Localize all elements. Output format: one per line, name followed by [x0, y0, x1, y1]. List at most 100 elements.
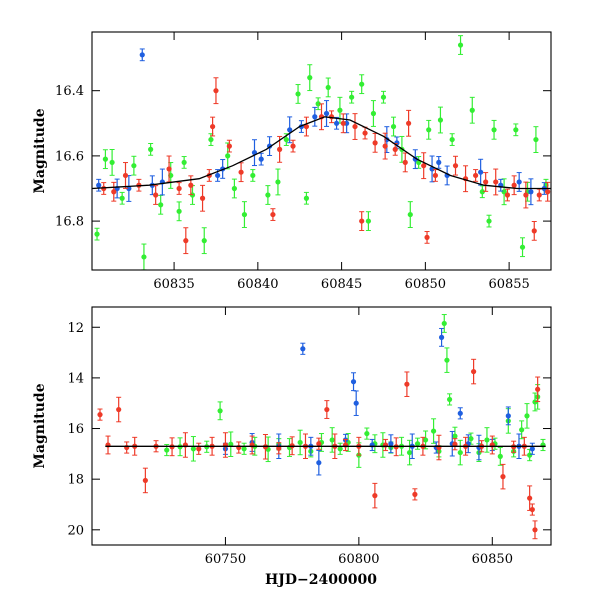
bottom-green-point	[524, 403, 530, 429]
top-green-point	[325, 77, 331, 98]
top-green-point	[141, 243, 147, 270]
top-green-point	[131, 155, 137, 176]
top-y-tick-label: 16.4	[55, 84, 84, 99]
bottom-red-point	[500, 463, 506, 490]
top-green-point	[380, 90, 387, 104]
bottom-red-point	[489, 435, 495, 455]
top-red-point	[372, 132, 378, 153]
top-panel-frame	[91, 31, 552, 271]
bottom-y-tick-label: 18	[67, 473, 84, 488]
bottom-y-tick-label: 16	[67, 422, 84, 437]
bottom-green-point	[217, 401, 223, 421]
bottom-red-point	[97, 408, 103, 421]
bottom-y-tick-label: 14	[67, 371, 84, 386]
top-red-point	[303, 116, 310, 137]
bottom-green-point	[468, 432, 474, 445]
top-green-point	[109, 149, 115, 176]
top-red-point	[122, 162, 129, 189]
bottom-blue-point	[388, 434, 394, 454]
bottom-blue-point	[457, 407, 463, 420]
top-red-point	[188, 175, 194, 196]
top-green-point	[241, 201, 248, 228]
top-green-point	[349, 90, 355, 104]
bottom-green-point	[532, 392, 538, 412]
top-red-point	[352, 113, 358, 140]
top-red-point	[452, 155, 459, 176]
top-y-tick-label: 16.8	[55, 215, 84, 230]
top-green-point	[265, 185, 271, 205]
bottom-green-point	[241, 442, 247, 455]
top-green-point	[501, 178, 507, 206]
top-red-point	[340, 113, 346, 134]
bottom-green-point	[228, 431, 234, 457]
bottom-blue-point	[438, 327, 445, 347]
top-green-point	[449, 133, 455, 146]
top-red-point	[153, 185, 159, 205]
top-red-point	[483, 172, 489, 192]
top-blue-point	[251, 139, 258, 167]
top-red-point	[432, 169, 439, 182]
top-blue-point	[429, 155, 435, 183]
top-green-point	[370, 100, 377, 127]
top-blue-point	[266, 136, 273, 156]
top-green-point	[479, 185, 485, 199]
bottom-panel-ticks: 60750 60800 60850 12 14 16 18 20	[67, 307, 551, 567]
top-green-point	[158, 194, 164, 215]
top-red-point	[531, 220, 537, 241]
top-blue-point	[96, 178, 102, 192]
bottom-blue-point	[505, 406, 511, 426]
bottom-red-point	[527, 485, 533, 511]
bottom-blue-point	[353, 390, 359, 416]
top-green-point	[181, 156, 187, 169]
top-x-tick-label: 60835	[153, 277, 194, 292]
top-blue-point	[478, 158, 484, 186]
bottom-y-tick-label: 12	[67, 321, 84, 336]
top-x-tick-label: 60850	[405, 277, 446, 292]
top-y-axis-label: Magnitude	[32, 108, 48, 193]
bottom-x-tick-label: 60750	[205, 552, 246, 567]
top-green-point	[295, 84, 301, 104]
top-red-point	[493, 168, 499, 196]
top-red-point	[226, 139, 232, 153]
top-x-tick-label: 60840	[237, 277, 278, 292]
top-green-point	[437, 106, 444, 134]
bottom-green-point	[497, 446, 503, 466]
top-y-tick-label: 16.6	[55, 149, 84, 164]
bottom-green-point	[414, 437, 421, 450]
bottom-red-point	[535, 376, 541, 403]
bottom-y-axis-label: Magnitude	[32, 383, 48, 468]
top-green-point	[486, 214, 492, 228]
top-panel-ticks: 60835 60840 60845 60850 60855 16.4 16.6 16.8	[55, 32, 551, 292]
bottom-red-point	[316, 437, 322, 450]
bottom-x-tick-label: 60800	[338, 552, 379, 567]
top-blue-point	[333, 116, 340, 130]
top-blue-point	[258, 152, 264, 166]
top-red-point	[176, 182, 182, 195]
top-x-tick-label: 60845	[321, 277, 362, 292]
top-green-point	[469, 96, 475, 124]
top-red-point	[213, 77, 219, 105]
top-panel: 60835 60840 60845 60850 60855 16.4 16.6 16.8 Ma…	[32, 31, 552, 292]
top-red-point	[545, 181, 551, 202]
bottom-green-point	[441, 314, 447, 333]
bottom-green-point	[484, 427, 490, 453]
top-green-point	[119, 191, 125, 205]
bottom-panel-data	[97, 314, 546, 540]
top-green-point	[491, 119, 497, 140]
bottom-red-point	[471, 358, 477, 385]
top-blue-point	[159, 168, 165, 196]
bottom-red-point	[412, 488, 418, 501]
bottom-red-point	[116, 396, 122, 423]
top-red-point	[362, 126, 368, 140]
top-green-point	[407, 201, 413, 228]
top-x-tick-label: 60855	[488, 277, 529, 292]
top-green-point	[416, 156, 422, 169]
top-red-point	[166, 155, 172, 183]
bottom-blue-point	[350, 372, 357, 392]
bottom-green-point	[265, 436, 271, 463]
bottom-green-point	[540, 438, 546, 452]
top-red-point	[406, 109, 412, 137]
top-green-point	[303, 191, 310, 205]
top-green-point	[513, 123, 519, 137]
